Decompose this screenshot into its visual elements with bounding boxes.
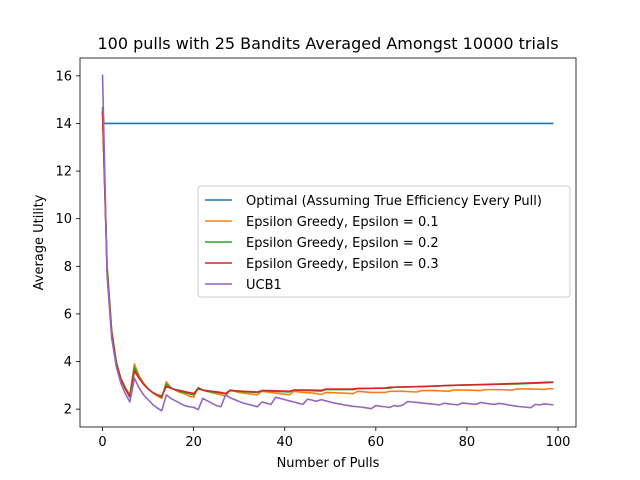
y-tick-label: 4 [64, 355, 72, 370]
y-tick-label: 2 [64, 403, 72, 418]
series-layer [101, 74, 554, 412]
chart-title: 100 pulls with 25 Bandits Averaged Among… [97, 34, 558, 53]
legend-box [197, 185, 571, 298]
x-axis-title: Number of Pulls [277, 456, 380, 471]
x-tick-label: 100 [546, 435, 571, 450]
y-tick-label: 14 [55, 117, 72, 132]
legend-label: Epsilon Greedy, Epsilon = 0.3 [246, 257, 439, 272]
legend: Optimal (Assuming True Efficiency Every … [197, 185, 571, 298]
x-axis: 0 20 40 60 80 100 [98, 427, 570, 450]
x-tick-label: 60 [368, 435, 385, 450]
legend-label: Epsilon Greedy, Epsilon = 0.1 [246, 215, 439, 230]
plot-frame [79, 57, 577, 428]
y-tick-label: 6 [64, 307, 72, 322]
x-tick-label: 0 [98, 435, 106, 450]
legend-label: UCB1 [246, 278, 282, 293]
series-line-4 [101, 111, 554, 399]
y-tick-label: 8 [64, 260, 72, 275]
y-tick-label: 16 [55, 69, 72, 84]
x-tick-label: 80 [459, 435, 476, 450]
y-tick-label: 12 [55, 165, 72, 180]
series-line-5 [101, 74, 554, 412]
legend-label: Epsilon Greedy, Epsilon = 0.2 [246, 236, 439, 251]
x-tick-label: 20 [185, 435, 202, 450]
x-tick-label: 40 [276, 435, 293, 450]
legend-label: Optimal (Assuming True Efficiency Every … [246, 194, 542, 209]
y-axis: 2 4 6 8 10 12 14 16 [55, 69, 80, 418]
y-tick-label: 10 [55, 212, 72, 227]
y-axis-title: Average Utility [32, 194, 47, 290]
